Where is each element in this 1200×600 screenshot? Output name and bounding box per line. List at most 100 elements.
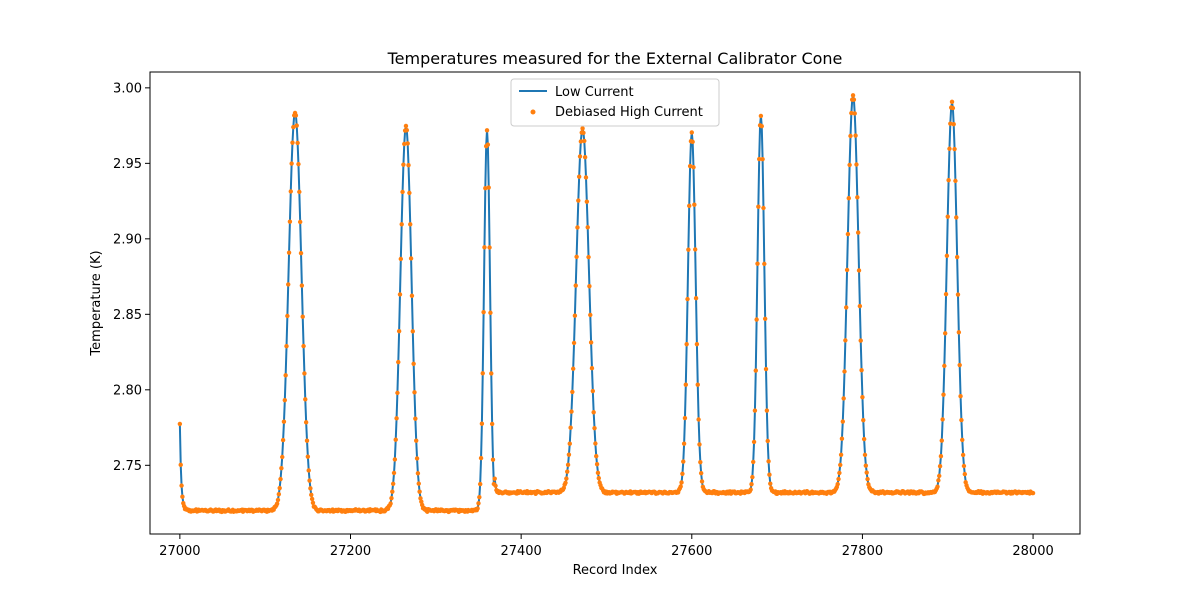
scatter-point [698, 470, 704, 476]
scatter-point [416, 481, 421, 486]
scatter-point [581, 130, 586, 136]
legend-box [510, 78, 720, 127]
scatter-point [687, 163, 693, 169]
scatter-point [286, 250, 292, 255]
scatter-point [492, 476, 497, 481]
scatter-point [479, 421, 485, 426]
scatter-point [286, 282, 291, 287]
scatter-point [405, 141, 410, 146]
scatter-point [587, 284, 592, 289]
scatter-point [947, 146, 952, 151]
scatter-point [759, 124, 764, 129]
scatter-point [685, 296, 690, 302]
scatter-point [858, 338, 863, 343]
scatter-point [305, 454, 311, 459]
scatter-point [683, 382, 689, 387]
scatter-point [486, 185, 491, 190]
scatter-point [940, 417, 945, 422]
scatter-point [567, 441, 572, 446]
scatter-point [297, 189, 302, 195]
scatter-point [481, 309, 486, 315]
scatter-point [488, 310, 493, 315]
scatter-point [585, 225, 590, 230]
scatter-point [179, 483, 184, 488]
scatter-point [308, 486, 313, 491]
scatter-point [843, 338, 848, 343]
scatter-point [590, 388, 596, 394]
scatter-point [577, 154, 583, 159]
scatter-point [408, 222, 413, 227]
scatter-point [861, 417, 866, 423]
scatter-point [310, 500, 316, 505]
scatter-point [944, 253, 950, 258]
scatter-point [388, 501, 393, 506]
scatter-point [408, 256, 414, 261]
scatter-point [307, 478, 312, 483]
scatter-point [417, 489, 422, 494]
x-tick-label: 27000 [159, 544, 200, 559]
scatter-point [959, 417, 964, 423]
scatter-point [489, 371, 494, 376]
scatter-point [935, 484, 940, 489]
scatter-point [299, 283, 305, 288]
scatter-point [953, 178, 958, 184]
scatter-point [955, 292, 961, 297]
scatter-point [287, 219, 293, 224]
scatter-point [584, 199, 590, 204]
scatter-point [752, 408, 758, 413]
scatter-point [693, 247, 698, 252]
scatter-point [763, 366, 769, 372]
scatter-point [493, 483, 498, 488]
scatter-point [854, 162, 859, 167]
y-tick-label: 3.00 [113, 81, 142, 96]
scatter-point [840, 419, 846, 424]
scatter-point [403, 123, 409, 129]
scatter-point [695, 382, 700, 387]
scatter-point [768, 481, 773, 486]
scatter-point [760, 156, 765, 162]
scatter-point [415, 471, 421, 476]
scatter-point [489, 421, 495, 427]
scatter-point [582, 155, 588, 160]
scatter-point [836, 476, 841, 482]
scatter-point [390, 489, 395, 494]
scatter-point [697, 442, 702, 447]
scatter-point [862, 452, 868, 458]
scatter-point [573, 283, 578, 288]
scatter-point [754, 317, 759, 322]
scatter-point [837, 470, 842, 476]
scatter-point [861, 436, 867, 442]
scatter-point [684, 342, 689, 347]
scatter-point [280, 437, 286, 443]
scatter-point [586, 254, 591, 260]
scatter-point [594, 462, 600, 467]
scatter-point [855, 230, 861, 235]
chart-title: Temperatures measured for the External C… [387, 49, 843, 68]
scatter-point [839, 436, 845, 441]
scatter-point [180, 494, 185, 499]
scatter-point [490, 457, 496, 462]
scatter-point [954, 254, 960, 260]
scatter-point [853, 133, 858, 138]
scatter-point [294, 123, 299, 128]
scatter-point [412, 390, 417, 395]
scatter-point [1030, 490, 1036, 496]
scatter-point [767, 472, 772, 477]
scatter-point [682, 415, 688, 421]
scatter-point [563, 480, 568, 485]
scatter-point [863, 463, 869, 468]
x-tick-label: 27400 [500, 544, 541, 559]
scatter-point [956, 330, 962, 335]
scatter-point [578, 139, 584, 144]
scatter-point [852, 111, 857, 116]
scatter-point [570, 366, 576, 371]
scatter-point [942, 363, 947, 369]
scatter-point [691, 165, 696, 170]
scatter-point [945, 214, 950, 219]
scatter-point [948, 121, 953, 126]
scatter-point [561, 485, 567, 491]
scatter-point [699, 479, 705, 484]
scatter-point [764, 408, 770, 413]
scatter-point [565, 469, 570, 474]
scatter-point [951, 122, 956, 127]
